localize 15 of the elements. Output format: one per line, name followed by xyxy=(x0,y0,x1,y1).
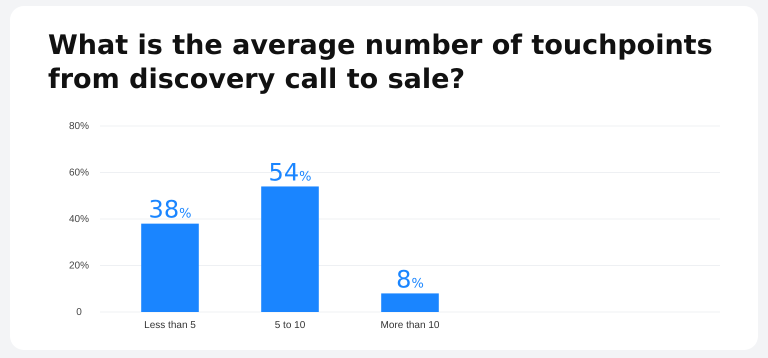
y-tick-label: 0 xyxy=(76,307,82,318)
bar xyxy=(141,224,199,312)
bar xyxy=(381,293,439,312)
data-label: 54% xyxy=(268,158,312,186)
data-label: 8% xyxy=(396,265,424,294)
bar xyxy=(261,186,319,312)
chart-title: What is the average number of touchpoints from discovery call to sale? xyxy=(48,30,713,95)
data-label: 38% xyxy=(148,196,192,224)
x-tick-label: 5 to 10 xyxy=(274,320,306,332)
y-tick-label: 80% xyxy=(68,121,90,132)
y-tick-label: 40% xyxy=(68,214,90,226)
x-tick-label: More than 10 xyxy=(380,320,440,332)
x-tick-label: Less than 5 xyxy=(144,320,196,332)
y-tick-label: 60% xyxy=(68,168,90,179)
y-tick-label: 20% xyxy=(68,260,90,272)
